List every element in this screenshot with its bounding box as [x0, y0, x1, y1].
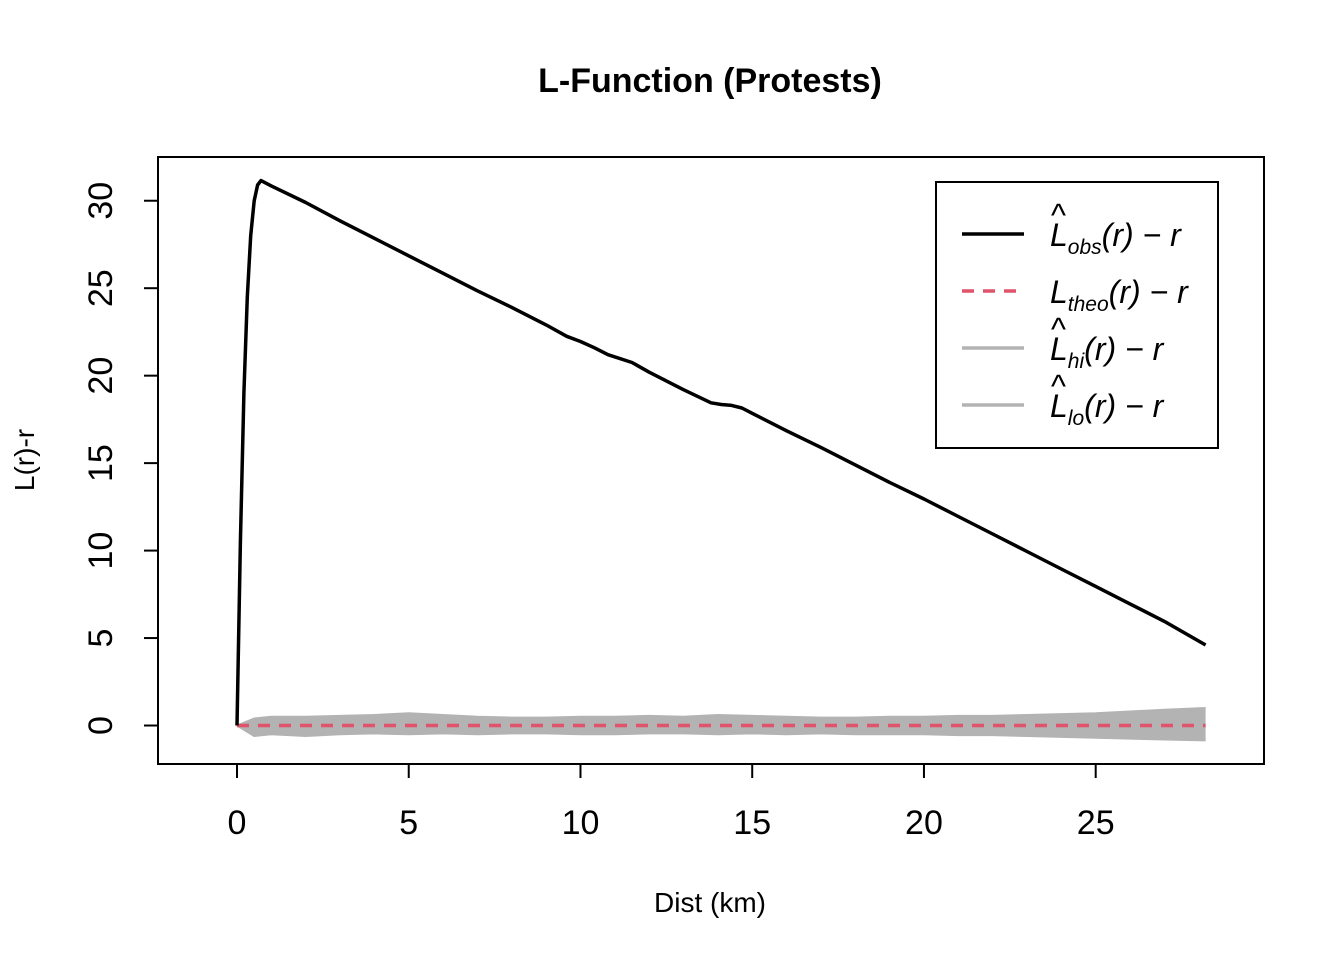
y-tick-label: 15 [82, 444, 120, 482]
x-tick-label: 5 [399, 804, 418, 842]
series-line-lo [236, 724, 1206, 742]
legend-hat-hi: ^ [1050, 311, 1066, 347]
chart-title: L-Function (Protests) [538, 62, 882, 100]
legend-label-obs: Lobs(r) − r [1050, 217, 1182, 259]
series-line-hi [236, 707, 1206, 727]
y-tick-label: 0 [82, 716, 120, 735]
lines-layer [235, 178, 1207, 742]
series-line-obs [235, 178, 1207, 726]
legend-hat-obs: ^ [1050, 197, 1066, 233]
axes-layer: 0 5 10 15 20 25 0 5 10 15 20 25 30 [82, 182, 1115, 842]
y-tick-label: 5 [82, 629, 120, 648]
legend-label-theo: Ltheo(r) − r [1050, 274, 1189, 316]
legend-label-hi: Lhi(r) − r [1050, 331, 1165, 373]
legend-label-lo: Llo(r) − r [1050, 388, 1165, 430]
legend-hat-lo: ^ [1050, 368, 1066, 404]
y-tick-label: 10 [82, 532, 120, 570]
y-axis-label: L(r)-r [9, 429, 40, 491]
x-axis-label: Dist (km) [654, 887, 766, 918]
x-tick-label: 25 [1077, 804, 1115, 842]
x-tick-label: 10 [562, 804, 600, 842]
y-tick-label: 20 [82, 357, 120, 395]
x-tick-label: 0 [228, 804, 247, 842]
x-tick-label: 20 [905, 804, 943, 842]
y-tick-label: 25 [82, 269, 120, 307]
y-tick-label: 30 [82, 182, 120, 220]
x-tick-label: 15 [733, 804, 771, 842]
